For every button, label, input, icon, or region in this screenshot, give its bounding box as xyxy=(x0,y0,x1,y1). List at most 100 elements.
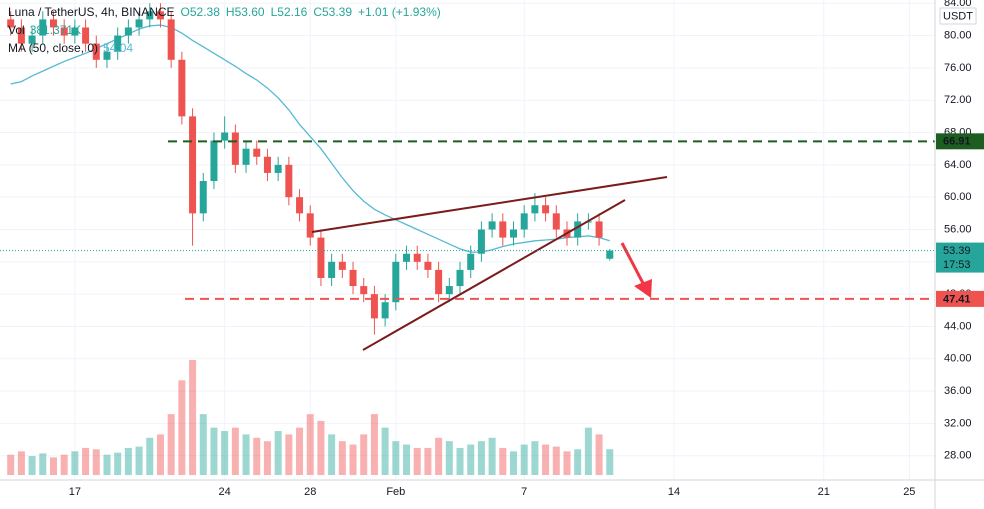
y-tick-label: 56.00 xyxy=(944,223,972,235)
x-tick-label: 14 xyxy=(668,486,680,498)
candle-body xyxy=(146,11,154,20)
candle-body xyxy=(424,261,432,270)
volume-bar xyxy=(167,414,175,475)
volume-bar xyxy=(435,437,443,475)
volume-bar xyxy=(242,434,250,475)
candle-body xyxy=(306,213,314,238)
volume-bar xyxy=(606,449,614,475)
volume-bar xyxy=(456,447,464,475)
countdown-label: 17:53 xyxy=(943,259,971,271)
grid xyxy=(0,0,935,480)
y-tick-label: 44.00 xyxy=(944,320,972,332)
volume-bar xyxy=(189,360,197,475)
candle-body xyxy=(210,140,218,182)
volume-bar xyxy=(595,434,603,475)
legend-value: C53.39 xyxy=(313,5,352,19)
candle-body xyxy=(338,261,346,270)
legend-value: +1.01 (+1.93%) xyxy=(358,5,441,19)
candle-body xyxy=(317,237,325,278)
y-tick-label: 36.00 xyxy=(944,385,972,397)
candle-body xyxy=(17,27,25,44)
volume-bar xyxy=(499,447,507,475)
axes: 28.0032.0036.0040.0044.0048.0052.0056.00… xyxy=(69,0,984,498)
volume-bar xyxy=(114,452,122,475)
candle-body xyxy=(531,205,539,214)
volume-bar xyxy=(296,427,304,475)
candle-body xyxy=(370,294,378,319)
volume-bar xyxy=(317,420,325,475)
candles xyxy=(7,3,614,335)
candle-body xyxy=(552,213,560,230)
volume-bar xyxy=(510,451,518,475)
y-tick-label: 72.00 xyxy=(944,94,972,106)
volume-bar xyxy=(349,444,357,475)
candle-body xyxy=(253,148,261,157)
legend-ma-value: 54.04 xyxy=(103,41,133,55)
candle-body xyxy=(595,221,603,238)
last-price-badge xyxy=(936,242,984,273)
volume-bar xyxy=(253,437,261,475)
legend-symbol: Luna / TetherUS, 4h, BINANCE xyxy=(8,5,175,19)
candle-body xyxy=(199,181,207,214)
volume-bar xyxy=(574,449,582,475)
volume-bar xyxy=(263,441,271,475)
legend-line: Vol 381.371K xyxy=(8,23,81,37)
y-tick-label: 32.00 xyxy=(944,417,972,429)
legend-value: L52.16 xyxy=(271,5,308,19)
candle-body xyxy=(392,261,400,303)
y-tick-label: 84.00 xyxy=(944,0,972,9)
volume-bar xyxy=(60,454,68,475)
candle-body xyxy=(124,27,132,36)
candle-body xyxy=(114,35,122,52)
candle-body xyxy=(189,116,197,214)
legend-value: O52.38 xyxy=(181,5,221,19)
price-badge-label: 66.91 xyxy=(943,136,971,148)
volume-bar xyxy=(124,447,132,475)
candle-body xyxy=(39,19,47,36)
candle-body xyxy=(156,11,164,20)
volume-bar xyxy=(552,446,560,475)
candle-body xyxy=(349,269,357,287)
x-tick-label: 21 xyxy=(818,486,830,498)
legend-vol-value: 381.371K xyxy=(30,23,81,37)
volume-bar xyxy=(370,414,378,475)
price-badge xyxy=(936,133,984,150)
volume-bar xyxy=(531,441,539,475)
volume-bar xyxy=(156,434,164,475)
volume-bar xyxy=(92,449,100,475)
x-tick-label: 25 xyxy=(903,486,915,498)
candle-body xyxy=(178,59,186,117)
arrow xyxy=(620,242,647,288)
candle-body xyxy=(574,221,582,238)
candle-body xyxy=(263,156,271,173)
x-tick-label: 7 xyxy=(521,486,527,498)
price-badge xyxy=(936,290,984,307)
x-tick-label: 17 xyxy=(69,486,81,498)
volume-bar xyxy=(520,444,528,475)
candle-body xyxy=(7,19,15,28)
candle-body xyxy=(135,19,143,28)
volume-bar xyxy=(71,451,79,475)
candle-body xyxy=(467,253,475,270)
candle-body xyxy=(328,261,336,278)
legend-line: MA (50, close, 0) 54.04 xyxy=(8,41,133,55)
volume-bar xyxy=(424,447,432,475)
volume-bar xyxy=(17,451,25,475)
volume-bar xyxy=(285,434,293,475)
x-tick-label: 24 xyxy=(219,486,231,498)
y-tick-label: 60.00 xyxy=(944,191,972,203)
volume-bar xyxy=(584,427,592,475)
volume-bar xyxy=(477,441,485,475)
candle-body xyxy=(296,197,304,214)
legend-line: Luna / TetherUS, 4h, BINANCE O52.38 H53.60… xyxy=(8,5,441,19)
x-tick-label: 28 xyxy=(304,486,316,498)
volume-bar xyxy=(467,444,475,475)
candle-body xyxy=(221,132,229,141)
legend-value: H53.60 xyxy=(226,5,265,19)
volume-bar xyxy=(39,453,47,475)
trend-line xyxy=(311,176,668,233)
volume-bar xyxy=(413,447,421,475)
candle-body xyxy=(274,164,282,173)
volume-bar xyxy=(82,447,90,475)
